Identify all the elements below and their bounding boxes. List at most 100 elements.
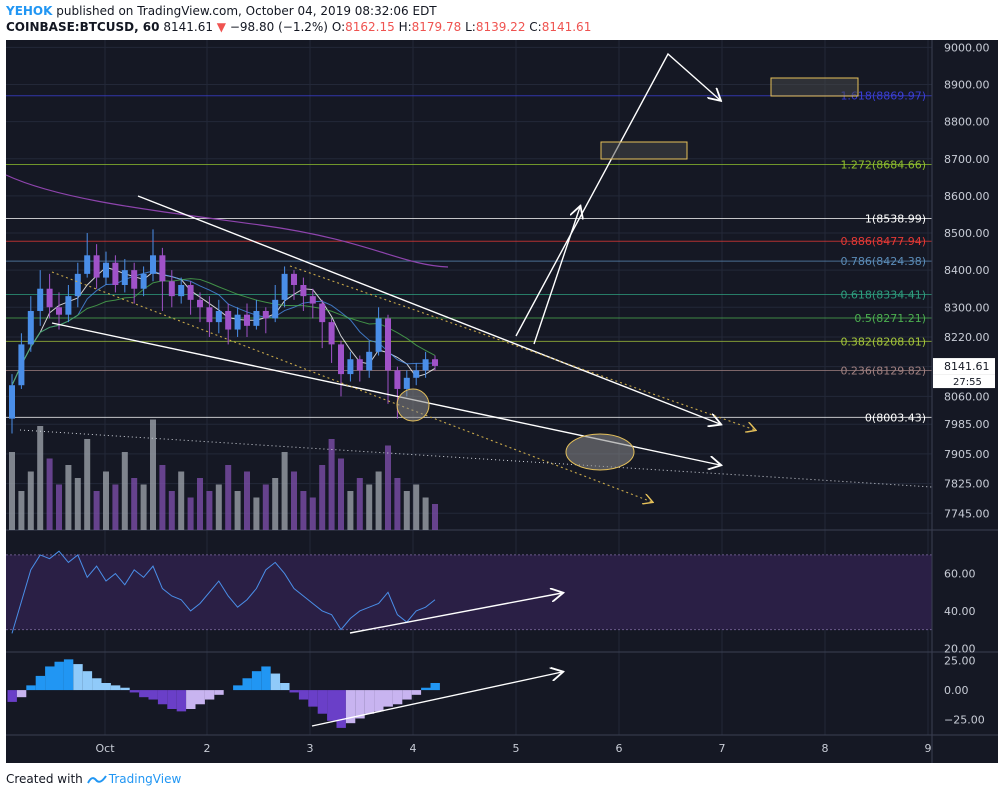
fib-level-label: 0(8003.43) xyxy=(865,411,926,424)
dotted-channel-line xyxy=(289,265,755,430)
fib-level-label: 1.618(8869.97) xyxy=(840,90,926,103)
fib-level-label: 0.382(8208.01) xyxy=(840,335,926,348)
price-tick-label: 8700.00 xyxy=(944,153,990,166)
moving-average-line xyxy=(11,270,436,386)
change-value: −98.80 (−1.2%) xyxy=(229,20,328,34)
fib-level-label: 0.236(8129.82) xyxy=(840,364,926,377)
price-tick-label: 7745.00 xyxy=(944,507,990,520)
macd-bar xyxy=(204,690,215,700)
macd-bar xyxy=(35,675,46,691)
candle-body xyxy=(215,310,222,323)
candle-body xyxy=(225,310,232,330)
macd-bar xyxy=(261,666,271,691)
macd-bar xyxy=(280,683,290,691)
macd-bar xyxy=(7,690,17,702)
candle-body xyxy=(309,296,316,304)
upper-trendline xyxy=(137,195,720,424)
volume-bar xyxy=(37,426,44,530)
volume-bar xyxy=(168,491,175,530)
candle-body xyxy=(328,322,335,345)
macd-bar xyxy=(308,690,318,707)
time-tick-label: 6 xyxy=(616,742,623,755)
volume-bar xyxy=(84,439,91,530)
rsi-tick-label: 60.00 xyxy=(944,568,976,581)
dotted-support-line xyxy=(19,429,933,488)
price-tick-label: 8500.00 xyxy=(944,227,990,240)
volume-bar xyxy=(262,484,269,530)
price-tick-label: 8300.00 xyxy=(944,301,990,314)
macd-bar xyxy=(186,690,196,709)
macd-bar xyxy=(167,690,177,709)
close-value: 8141.61 xyxy=(541,20,592,34)
volume-bar xyxy=(159,465,166,530)
time-tick-label: 3 xyxy=(307,742,314,755)
price-chart[interactable]: 1.618(8869.97) 1.272(8684.66) 1(8538.99) 0.… xyxy=(0,40,998,763)
macd-bar xyxy=(336,690,346,728)
rsi-tick-label: 20.00 xyxy=(944,642,976,655)
author-name[interactable]: YEHOK xyxy=(6,4,53,18)
macd-bar xyxy=(355,690,365,719)
volume-bar xyxy=(112,484,119,530)
moving-averages xyxy=(5,174,449,386)
dotted-channel-line xyxy=(51,271,652,502)
low-label: L: xyxy=(465,20,476,34)
candle-body xyxy=(253,310,260,326)
candle-body xyxy=(112,262,119,285)
target-box xyxy=(600,141,688,160)
fib-levels: 1.618(8869.97) 1.272(8684.66) 1(8538.99) 0.… xyxy=(6,90,932,424)
candle-body xyxy=(300,285,307,297)
ohlc-line: COINBASE:BTCUSD, 60 8141.61 ▼ −98.80 (−1… xyxy=(6,19,996,35)
candle-body xyxy=(46,288,53,308)
volume-bar xyxy=(150,419,156,530)
candle-body xyxy=(150,255,156,274)
price-tick-label: 8800.00 xyxy=(944,116,990,129)
volume-bar xyxy=(385,445,391,530)
rsi-band xyxy=(6,554,932,631)
candle-body xyxy=(9,385,15,419)
macd-bar xyxy=(402,690,412,700)
volume-bar xyxy=(366,484,373,530)
candle-body xyxy=(413,370,420,378)
volume-bar xyxy=(103,471,109,530)
tradingview-brand[interactable]: TradingView xyxy=(86,772,181,786)
candle-body xyxy=(262,310,269,319)
macd-bar xyxy=(157,690,168,705)
price-axis-background[interactable] xyxy=(932,40,998,763)
price-tick-label: 8220.00 xyxy=(944,331,990,344)
symbol-label[interactable]: COINBASE:BTCUSD, 60 xyxy=(6,20,160,34)
volume-bar xyxy=(394,478,401,530)
candle-body xyxy=(356,359,363,371)
candles xyxy=(9,229,438,434)
macd-divergence-arrow xyxy=(311,672,562,727)
macd-tick-label: 25.00 xyxy=(944,655,976,668)
volume-bar xyxy=(215,484,222,530)
macd-bar xyxy=(148,690,158,700)
volume-bar xyxy=(131,478,138,530)
macd-bar xyxy=(270,673,281,691)
candle-body xyxy=(234,314,241,330)
macd-bar xyxy=(289,690,299,693)
candle-body xyxy=(84,255,91,274)
candle-body xyxy=(394,370,401,389)
candle-body xyxy=(74,273,81,297)
macd-bar xyxy=(298,690,309,700)
rsi-line xyxy=(11,550,436,634)
published-text: published on TradingView.com, October 04… xyxy=(56,4,437,18)
macd-bar xyxy=(327,690,337,721)
chart-header: YEHOK published on TradingView.com, Octo… xyxy=(6,3,996,35)
macd-bar xyxy=(82,671,93,691)
high-label: H: xyxy=(398,20,412,34)
volume-bar xyxy=(319,465,326,530)
volume-bar xyxy=(375,471,382,530)
macd-bar xyxy=(421,687,431,691)
macd-bar xyxy=(430,683,440,691)
volume-bar xyxy=(46,458,53,530)
candle-body xyxy=(272,299,279,319)
volume-bar xyxy=(432,504,438,530)
candle-body xyxy=(197,299,203,308)
macd-bar xyxy=(73,664,83,691)
price-tick-label: 8400.00 xyxy=(944,264,990,277)
rsi-divergence-arrow xyxy=(349,593,562,634)
volume-bar xyxy=(272,478,279,530)
time-tick-label: 2 xyxy=(204,742,211,755)
